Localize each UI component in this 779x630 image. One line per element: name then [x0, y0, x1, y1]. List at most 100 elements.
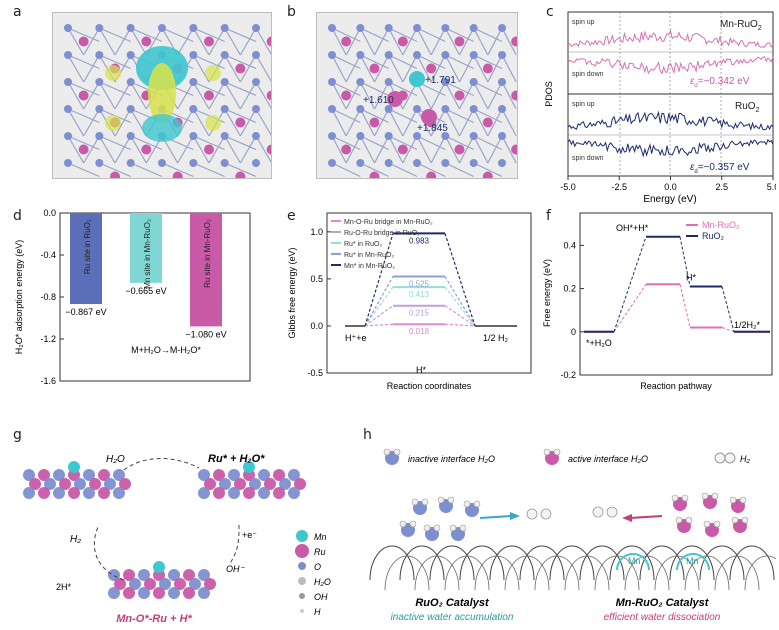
ru-atom	[172, 171, 183, 182]
g-legend-item: O	[314, 562, 321, 572]
ru-atom	[511, 90, 522, 101]
ru-atom	[78, 90, 89, 101]
o-atom	[64, 159, 72, 167]
panel-label-g: g	[13, 427, 22, 443]
o-atom	[126, 105, 135, 113]
e-left-state: H⁺+e	[345, 333, 367, 343]
o-atom	[413, 24, 421, 32]
pdos-xtick: 5.0	[767, 182, 776, 192]
g-state-bottom: Mn-O*-Ru + H*	[116, 613, 192, 625]
pdos-xtick: -2.5	[611, 182, 627, 192]
ed-mn-ruo2: εd=−0.342 eV	[690, 76, 750, 89]
e-legend-item: Mn* in Mn-RuO₂	[344, 263, 395, 270]
o-atom	[356, 24, 365, 32]
f-legend-item: RuO₂	[702, 231, 725, 241]
ru-atom	[397, 36, 408, 47]
o-atom	[126, 132, 135, 140]
o-atom	[328, 78, 336, 86]
o-atom	[95, 159, 104, 167]
ru-atom	[341, 36, 352, 47]
e-level-value: 0.525	[409, 280, 430, 289]
d-ytick: 0.0	[43, 208, 56, 218]
charge-value-mn: +1.791	[425, 75, 456, 86]
bar-value-label: −0.867 eV	[65, 307, 106, 317]
e-mid-state: H*	[416, 365, 426, 375]
adsorption-bar	[130, 213, 162, 283]
e-ylabel: Gibbs free energy (eV)	[287, 247, 297, 338]
g-hydroxide: OH⁻	[226, 564, 246, 574]
g-electron: +e⁻	[242, 530, 257, 540]
adsorption-bar	[190, 213, 222, 327]
panel-e-chart: 1.0 0.5 0.0 -0.5 0.018 0.215 0.413 0.525 0.983 …	[285, 205, 535, 395]
ru-atom	[110, 171, 120, 182]
charge-value-ru2: +1.845	[417, 123, 448, 134]
f-ytick: 0.2	[563, 284, 576, 294]
h-legend-item: active interface H₂O	[568, 454, 648, 464]
series-mn-ruo2: Mn-RuO2	[720, 19, 762, 32]
g-state-top-right: Ru* + H₂O*	[208, 453, 265, 465]
ru-atom	[454, 90, 465, 101]
o-atom	[498, 51, 506, 59]
f-ytick: -0.2	[560, 370, 576, 380]
spin-down-label-bottom: spin down	[572, 155, 604, 162]
ru-atom	[141, 36, 152, 47]
panel-label-f: f	[546, 208, 551, 224]
o-atom	[220, 132, 229, 140]
arrow-reduction	[228, 524, 240, 566]
ru-atom	[141, 144, 152, 155]
o-atom	[469, 132, 478, 140]
o-atom	[384, 51, 393, 59]
d-ytick: -0.4	[40, 250, 56, 260]
g-legend-item: OH	[314, 592, 328, 602]
o-atom	[158, 24, 166, 32]
ru-atom	[235, 171, 246, 182]
o-atom	[252, 105, 260, 113]
o-atom	[413, 132, 421, 140]
e-ytick: 1.0	[310, 227, 323, 237]
panel-label-c: c	[546, 4, 554, 20]
o-atom	[189, 51, 198, 59]
o-atom	[413, 159, 421, 167]
panel-label-e: e	[287, 208, 296, 224]
ru-atom	[369, 171, 380, 182]
o-atom	[252, 78, 260, 86]
e-ytick: 0.0	[310, 321, 323, 331]
o-atom	[413, 51, 421, 59]
e-level-value: 0.413	[409, 290, 430, 299]
g-legend-item: Mn	[314, 532, 327, 542]
o-atom	[158, 159, 166, 167]
o-atom	[126, 78, 135, 86]
ru-atom	[204, 36, 214, 47]
o-atom	[469, 105, 478, 113]
o-atom	[252, 24, 260, 32]
e-level-value: 0.983	[409, 236, 430, 245]
o-atom	[328, 51, 336, 59]
o-atom	[498, 159, 506, 167]
e-right-state: 1/2 H₂	[483, 333, 509, 343]
bar-value-label: −1.080 eV	[185, 329, 226, 339]
g-legend-item: H₂O	[314, 577, 331, 587]
o-atom	[64, 105, 72, 113]
o-atom	[413, 105, 421, 113]
o-atom	[328, 24, 336, 32]
o-atom	[469, 78, 478, 86]
o-atom	[384, 105, 393, 113]
h-mn-1: Mn	[628, 556, 641, 566]
o-atom	[95, 24, 104, 32]
pdos-xtick: 2.5	[715, 182, 728, 192]
h-right-title: Mn-RuO₂ Catalyst	[616, 597, 710, 609]
bar-category-label: Ru site in RuO₂	[83, 219, 92, 274]
o-atom	[189, 132, 198, 140]
o-atom	[498, 78, 506, 86]
f-state-label: OH*+H*	[616, 223, 649, 233]
o-atom	[441, 51, 450, 59]
o-atom	[220, 51, 229, 59]
o-atom	[356, 51, 365, 59]
ru-atom	[235, 117, 246, 128]
d-ytick: -1.2	[40, 334, 56, 344]
o-atom	[328, 132, 336, 140]
o-atom	[384, 78, 393, 86]
f-xlabel: Reaction pathway	[640, 381, 712, 391]
o-atom	[498, 132, 506, 140]
arrow-dissociation	[629, 515, 663, 519]
